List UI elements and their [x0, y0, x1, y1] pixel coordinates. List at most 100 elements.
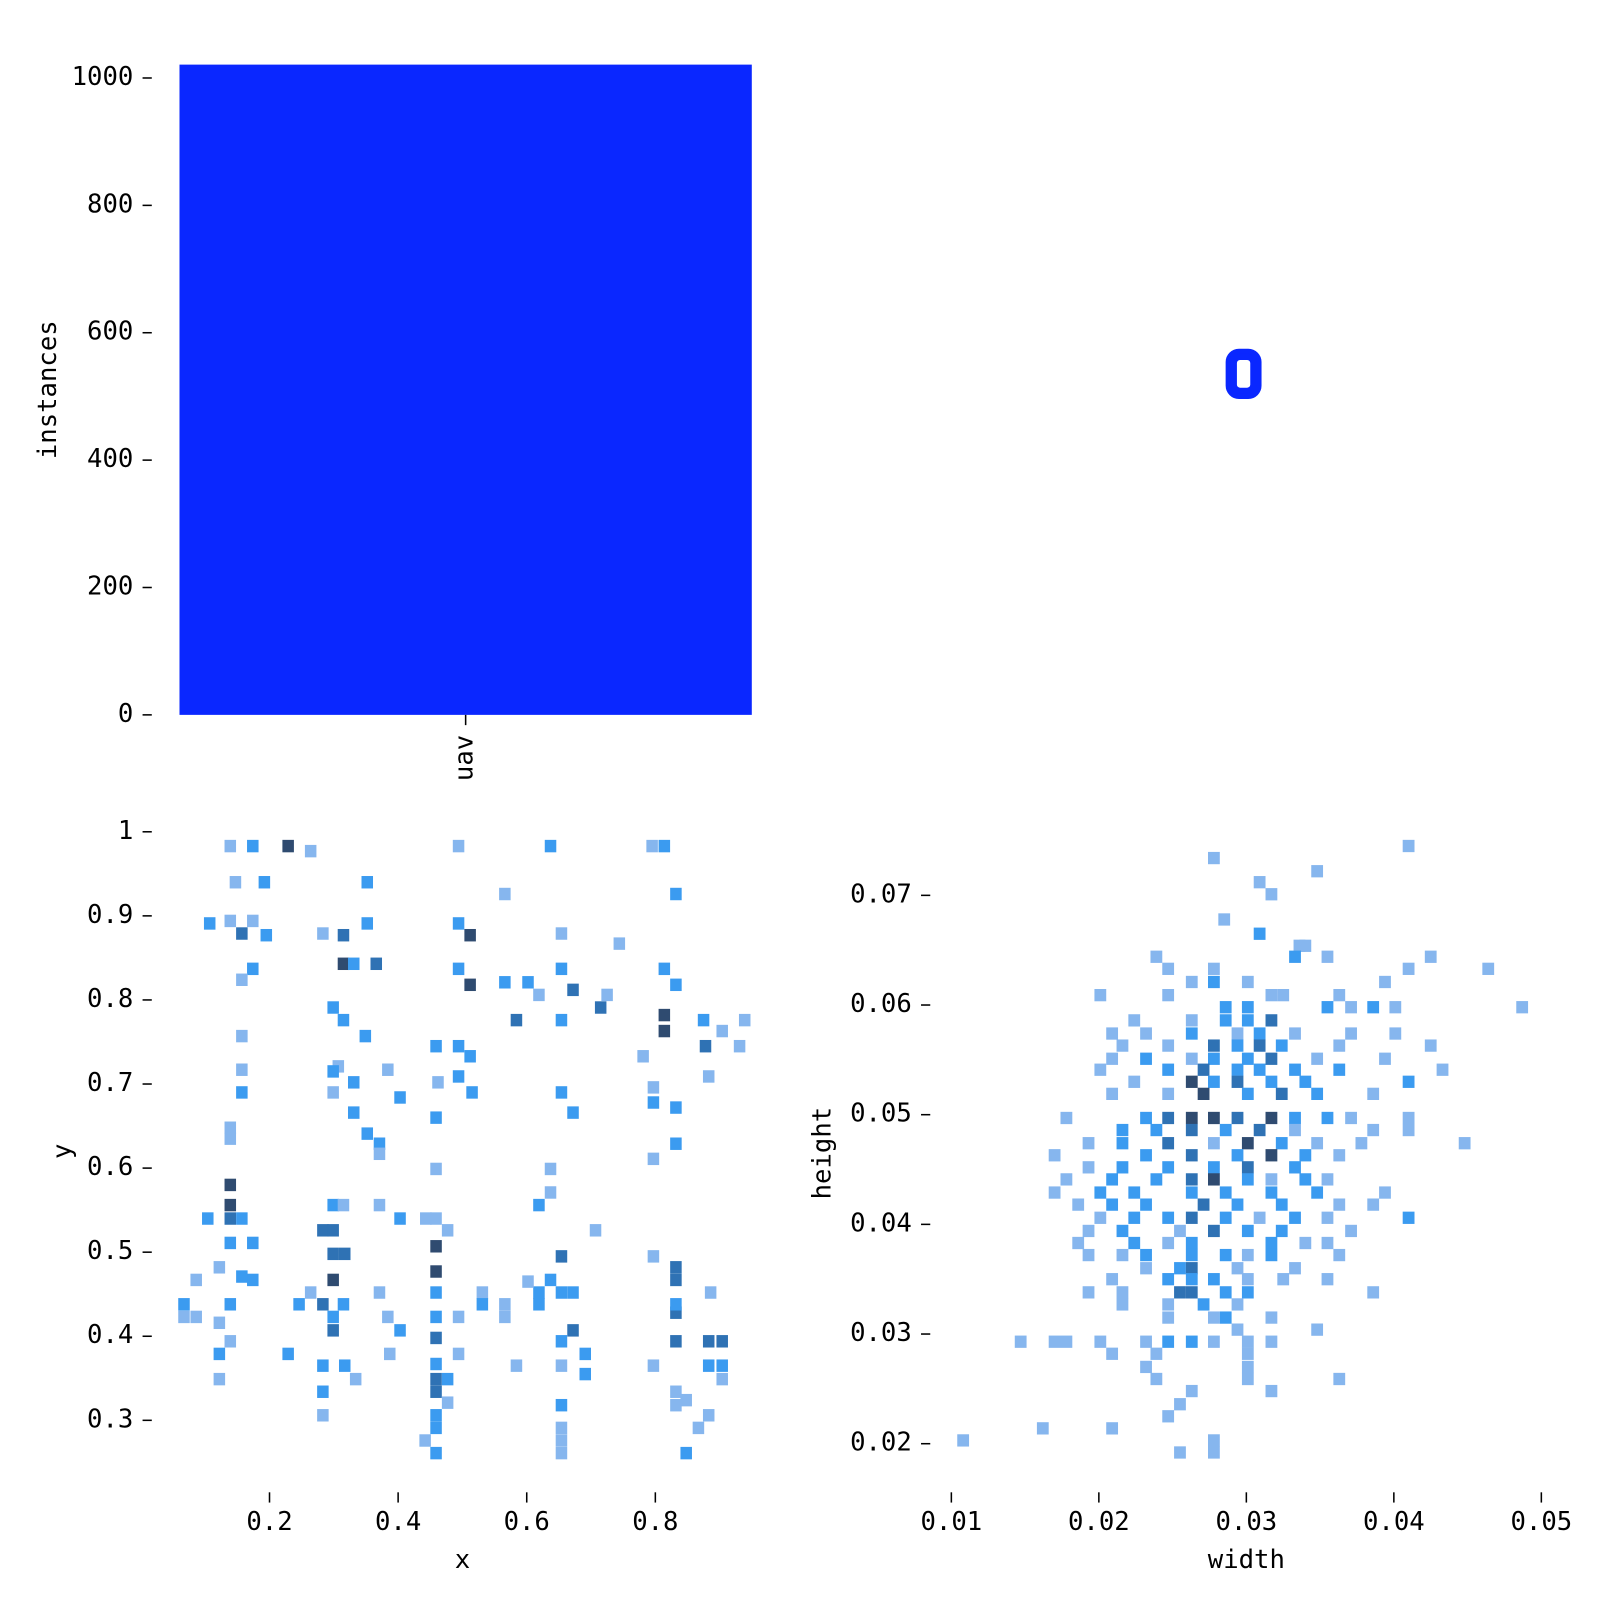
hist-cell [1231, 1039, 1244, 1052]
hist-cell [1345, 1027, 1357, 1040]
hist-cell [430, 1162, 442, 1176]
hist-cell [1208, 1311, 1220, 1324]
hist-cell [1162, 1161, 1175, 1174]
hist-cell [658, 839, 671, 853]
hist-cell [1150, 1123, 1163, 1137]
hist-cell [1197, 1063, 1210, 1076]
hist-cell [1116, 1298, 1129, 1311]
hist-cell [510, 1359, 523, 1372]
hist-cell [738, 1013, 751, 1027]
hist-cell [647, 1152, 660, 1166]
hist-cell [370, 957, 383, 971]
hist-cell [1208, 1137, 1220, 1150]
y-tick-label: 1000 [72, 62, 134, 92]
hist-cell [327, 1247, 339, 1261]
hist-cell [601, 988, 613, 1002]
hist-cell [1185, 1186, 1198, 1199]
hist-cell [1231, 1111, 1244, 1125]
hist-cell [327, 1001, 339, 1014]
hist-cell [680, 1393, 692, 1407]
hist-cell [1174, 1398, 1186, 1411]
hist-cell [420, 1212, 432, 1225]
hist-cell [337, 957, 350, 971]
hist-cell [1241, 1161, 1254, 1174]
hist-cell [1208, 1173, 1220, 1186]
hist-cell [1367, 1001, 1380, 1014]
hist-cell [670, 887, 682, 901]
hist-cell [1367, 1198, 1380, 1211]
hist-cell [1277, 1273, 1290, 1286]
hist-cell [1106, 1422, 1119, 1435]
hist-cell [1367, 1123, 1380, 1137]
hist-cell [1241, 1372, 1254, 1386]
hist-cell [646, 839, 658, 853]
hist-cell [1231, 1063, 1244, 1076]
hist-cell [1321, 1173, 1334, 1186]
hist-cell [716, 1359, 728, 1372]
hist-cell [1253, 1063, 1266, 1076]
hist-cell [1333, 1248, 1346, 1262]
hist-cell [1241, 1273, 1254, 1286]
hist-cell [1116, 1248, 1129, 1262]
hist-cell [394, 1091, 406, 1104]
hist-cell [1106, 1027, 1119, 1040]
hist-cell [1253, 1211, 1266, 1224]
x-tick-label: 0.2 [246, 1507, 292, 1537]
hist-cell [1333, 1372, 1346, 1386]
y-tick-label: 0.6 [87, 1152, 133, 1182]
hist-cell [1162, 989, 1175, 1002]
hist-cell [1402, 1111, 1415, 1125]
hist-cell [1094, 989, 1107, 1002]
hist-cell [1402, 1075, 1415, 1088]
y-axis-label: y [48, 1144, 78, 1159]
hist-cell [1197, 1298, 1210, 1311]
hist-cell [476, 1298, 489, 1311]
hist-cell [1253, 927, 1266, 940]
x-tick-label: 0.4 [375, 1507, 421, 1537]
hist-cell [1014, 1335, 1027, 1348]
hist-cell [697, 1013, 710, 1027]
hist-cell [670, 1398, 682, 1412]
hist-cell [1185, 1236, 1198, 1250]
hist-cell [1241, 1052, 1254, 1065]
hist-cell [1116, 1039, 1129, 1052]
hist-cell [1231, 1323, 1244, 1336]
hist-cell [347, 1106, 360, 1119]
hist-cell [1106, 1087, 1119, 1100]
hist-cell [1265, 1186, 1278, 1199]
hist-cell [236, 1086, 248, 1099]
hist-cell [1265, 989, 1278, 1002]
hist-cell [178, 1310, 190, 1324]
hist-cell [1219, 1286, 1232, 1299]
hist-cell [1116, 1286, 1129, 1299]
hist-cell [236, 973, 248, 986]
hist-cell [1140, 1360, 1152, 1374]
hist-cell [430, 1039, 442, 1053]
hist-cell [441, 1224, 454, 1237]
hist-cell [1311, 1137, 1324, 1150]
hist-cell [1265, 1173, 1278, 1186]
hist-cell [1289, 1262, 1301, 1275]
hist-cell [1265, 1311, 1278, 1324]
y-tick-label: 0 [118, 699, 133, 729]
hist-cell [282, 1347, 294, 1361]
hist-cell [702, 1359, 715, 1372]
hist-cell [384, 1347, 396, 1361]
hist-cell [533, 988, 545, 1002]
hist-cell [373, 1286, 386, 1299]
hist-cell [1289, 1211, 1301, 1224]
hist-cell [1150, 1372, 1163, 1386]
y-tick-label: 0.7 [87, 1068, 133, 1098]
hist-cell [337, 1013, 350, 1027]
hist-cell [1140, 1149, 1152, 1162]
x-tick-label: 0.6 [504, 1507, 550, 1537]
hist-cell [1208, 1446, 1220, 1459]
hist-cell [317, 1224, 329, 1237]
hist-cell [555, 1086, 568, 1099]
hist-cell [670, 1335, 682, 1348]
hist-cell [567, 1106, 579, 1119]
hist-cell [1321, 950, 1334, 963]
hist-cell [1082, 1224, 1095, 1238]
hist-cell [1208, 1224, 1220, 1238]
hist-cell [327, 1198, 339, 1212]
